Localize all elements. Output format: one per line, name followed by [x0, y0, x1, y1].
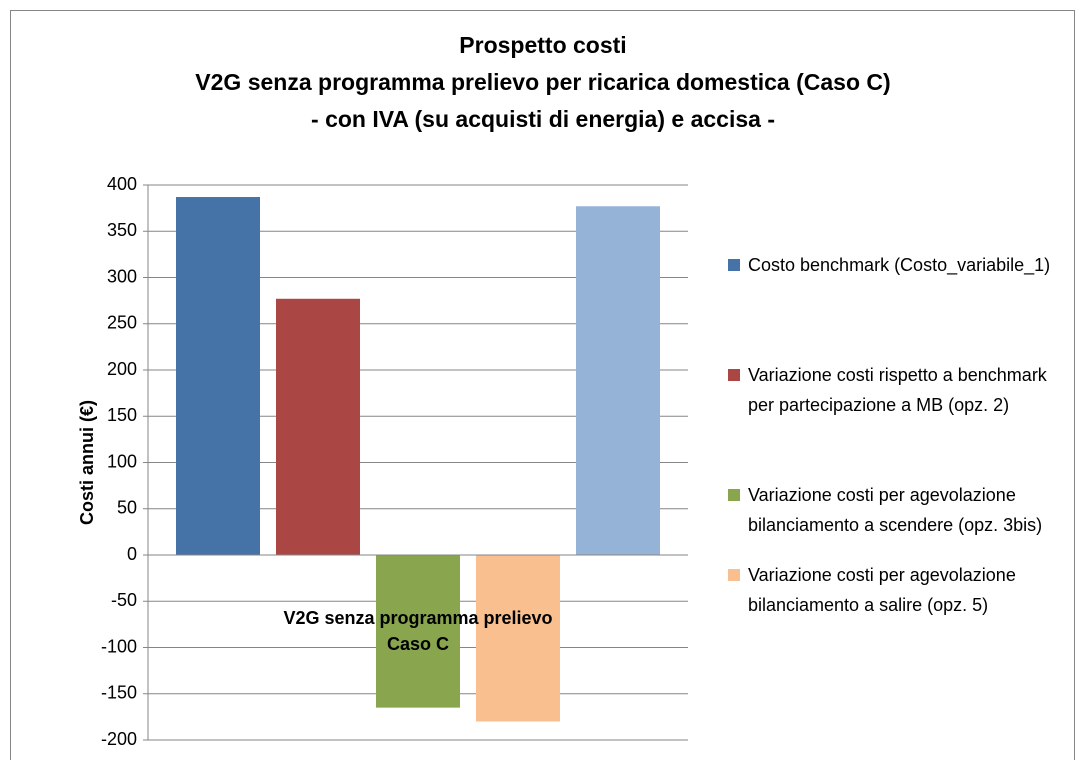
- y-tick-label: -200: [101, 729, 137, 749]
- legend-entry: Costo benchmark (Costo_variabile_1): [748, 255, 1051, 275]
- y-tick-label: 400: [107, 174, 137, 194]
- x-tick-label: V2G senza programma prelievo Caso C: [283, 608, 552, 654]
- bar: [576, 206, 660, 555]
- bar: [376, 555, 460, 708]
- y-tick-label: 200: [107, 359, 137, 379]
- legend-swatch: [728, 369, 740, 381]
- y-axis-title: Costi annui (€): [77, 400, 97, 525]
- legend-label: Variazione costi per agevolazione bilanc…: [748, 485, 1043, 535]
- y-tick-label: 350: [107, 220, 137, 240]
- bar: [176, 197, 260, 555]
- y-tick-label: 250: [107, 313, 137, 333]
- chart-title: Prospetto costi: [459, 32, 626, 58]
- y-tick-label: 0: [127, 544, 137, 564]
- y-tick-label: 100: [107, 451, 137, 471]
- legend-swatch: [728, 259, 740, 271]
- y-tick-label: -150: [101, 683, 137, 703]
- bar: [476, 555, 560, 722]
- legend-swatch: [728, 489, 740, 501]
- legend-swatch: [728, 569, 740, 581]
- y-tick-label: 50: [117, 498, 137, 518]
- legend-label: Variazione costi per agevolazione bilanc…: [748, 565, 1016, 615]
- chart-title: V2G senza programma prelievo per ricaric…: [195, 69, 890, 95]
- chart-title: - con IVA (su acquisti di energia) e acc…: [311, 106, 775, 132]
- legend-entry: Variazione costi rispetto a benchmark pe…: [748, 365, 1047, 415]
- y-tick-label: 300: [107, 266, 137, 286]
- legend-entry: Variazione costi per agevolazione bilanc…: [748, 485, 1043, 535]
- y-tick-label: -50: [111, 590, 137, 610]
- y-tick-label: 150: [107, 405, 137, 425]
- legend-label: Variazione costi rispetto a benchmark pe…: [748, 365, 1047, 415]
- y-tick-label: -100: [101, 636, 137, 656]
- legend-label: Costo benchmark (Costo_variabile_1): [748, 255, 1051, 275]
- bar: [276, 298, 360, 555]
- legend-entry: Variazione costi per agevolazione bilanc…: [748, 565, 1016, 615]
